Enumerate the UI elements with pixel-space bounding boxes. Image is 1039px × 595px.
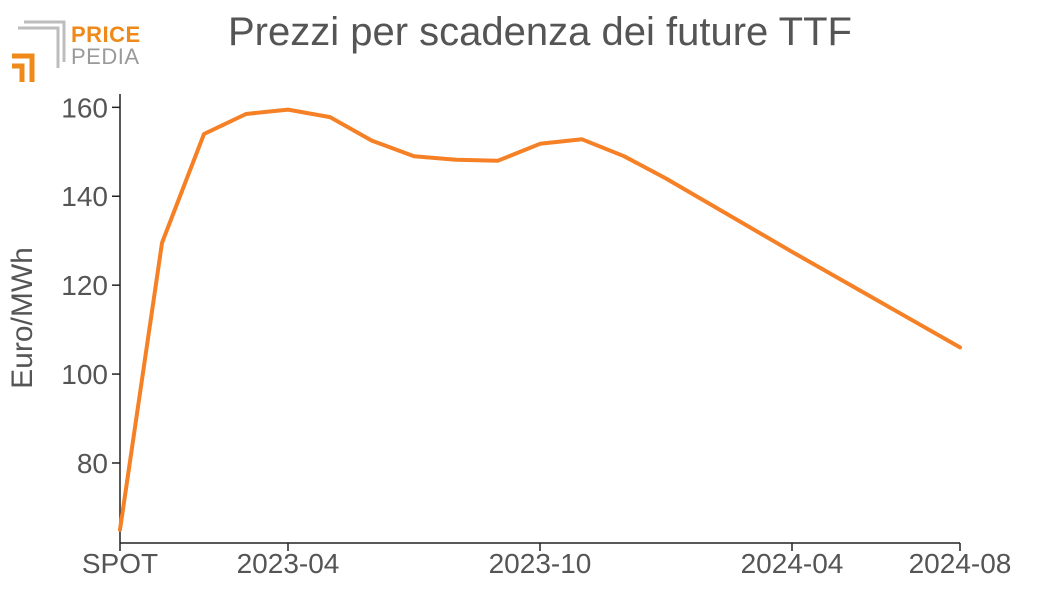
logo-text-pedia: PEDIA	[71, 44, 140, 69]
pricepedia-logo: PRICE PEDIA	[10, 18, 150, 84]
logo-text-price: PRICE	[71, 22, 141, 47]
x-tick-label: 2024-08	[909, 548, 1012, 579]
y-tick-label: 120	[61, 270, 108, 301]
series-line	[118, 107, 962, 532]
logo-mark-icon	[12, 20, 66, 82]
y-tick-label: 140	[61, 181, 108, 212]
y-tick-label: 160	[61, 92, 108, 123]
y-axis-ticks: 80 100 120 140 160	[61, 92, 120, 479]
axes	[119, 94, 960, 544]
chart-title: Prezzi per scadenza dei future TTF	[228, 10, 852, 54]
series-group	[118, 107, 962, 532]
y-tick-label: 80	[77, 448, 108, 479]
x-tick-label: 2023-10	[489, 548, 592, 579]
x-tick-label: 2023-04	[237, 548, 340, 579]
x-tick-label: 2024-04	[741, 548, 844, 579]
x-axis-ticks: SPOT 2023-04 2023-10 2024-04 2024-08	[82, 543, 1012, 579]
y-tick-label: 100	[61, 359, 108, 390]
x-tick-label: SPOT	[82, 548, 158, 579]
y-axis-label: Euro/MWh	[6, 247, 39, 389]
